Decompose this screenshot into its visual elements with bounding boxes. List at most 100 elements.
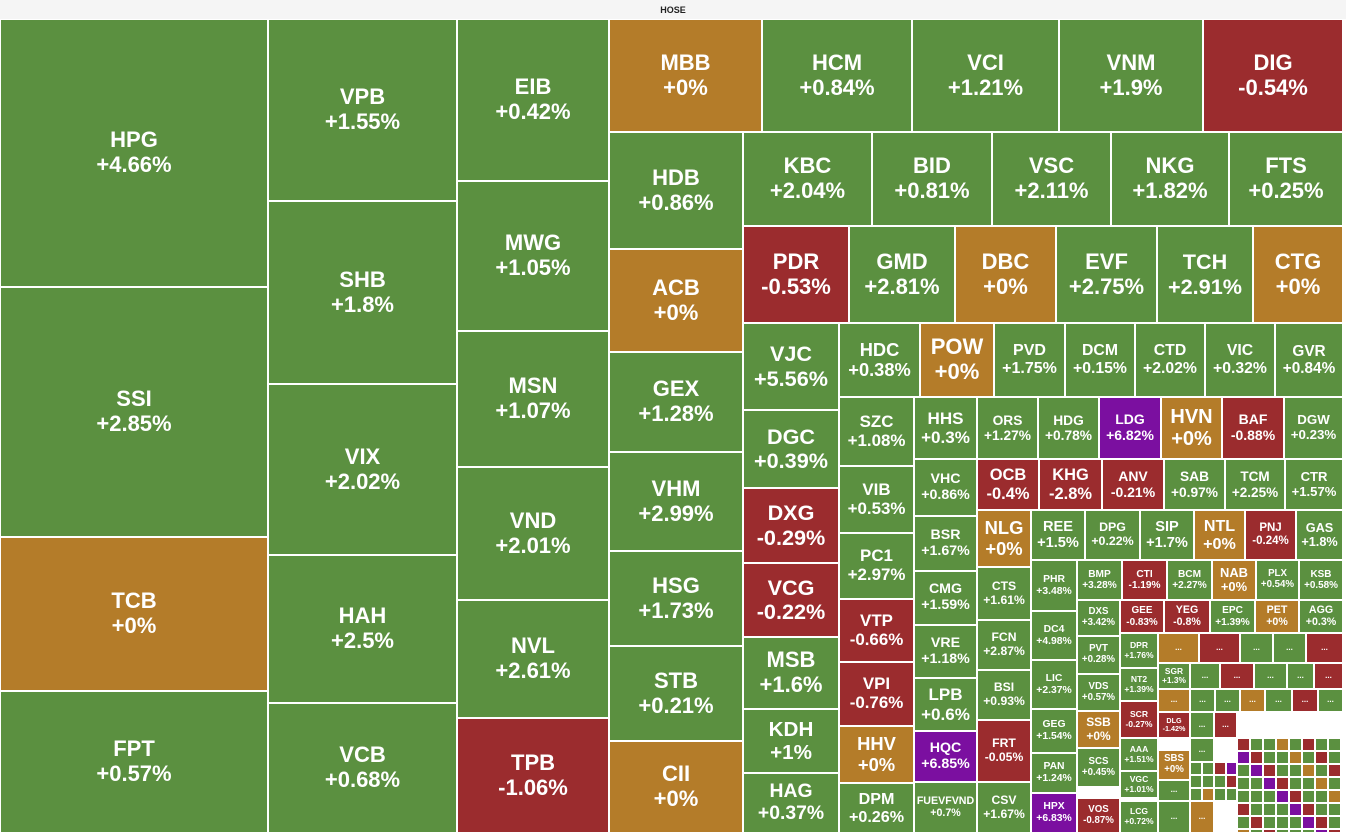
- tile-gas[interactable]: GAS +1.8%: [1296, 510, 1343, 560]
- tile-mini[interactable]: [1302, 751, 1315, 764]
- tile-mini[interactable]: [1328, 816, 1341, 829]
- tile-mini[interactable]: [1214, 762, 1226, 775]
- tile-cii[interactable]: CII +0%: [609, 741, 743, 833]
- tile-more[interactable]: ...: [1265, 689, 1292, 712]
- tile-mini[interactable]: [1341, 829, 1343, 833]
- tile-mini[interactable]: [1237, 738, 1250, 751]
- tile-dxg[interactable]: DXG -0.29%: [743, 488, 839, 563]
- tile-vds[interactable]: VDS +0.57%: [1077, 674, 1120, 711]
- tile-ree[interactable]: REE +1.5%: [1031, 510, 1085, 560]
- tile-vre[interactable]: VRE +1.18%: [914, 625, 977, 678]
- tile-ksb[interactable]: KSB +0.58%: [1299, 560, 1343, 600]
- tile-ldg[interactable]: LDG +6.82%: [1099, 397, 1161, 459]
- tile-csv[interactable]: CSV +1.67%: [977, 782, 1031, 833]
- tile-fts[interactable]: FTS +0.25%: [1229, 132, 1343, 226]
- tile-mini[interactable]: [1289, 764, 1302, 777]
- tile-ctd[interactable]: CTD +2.02%: [1135, 323, 1205, 397]
- tile-nkg[interactable]: NKG +1.82%: [1111, 132, 1229, 226]
- tile-vcb[interactable]: VCB +0.68%: [268, 703, 457, 833]
- tile-mini[interactable]: [1250, 829, 1263, 833]
- tile-plx[interactable]: PLX +0.54%: [1256, 560, 1299, 600]
- tile-mini[interactable]: [1237, 816, 1250, 829]
- tile-mini[interactable]: [1202, 762, 1214, 775]
- tile-mini[interactable]: [1250, 790, 1263, 803]
- tile-mini[interactable]: [1263, 738, 1276, 751]
- tile-mini[interactable]: [1328, 764, 1341, 777]
- tile-mini[interactable]: [1341, 803, 1343, 816]
- tile-mini[interactable]: [1328, 829, 1341, 833]
- tile-mini[interactable]: [1341, 790, 1343, 803]
- tile-scr[interactable]: SCR -0.27%: [1120, 701, 1158, 738]
- tile-pdr[interactable]: PDR -0.53%: [743, 226, 849, 323]
- tile-gvr[interactable]: GVR +0.84%: [1275, 323, 1343, 397]
- tile-hdg[interactable]: HDG +0.78%: [1038, 397, 1099, 459]
- tile-mini[interactable]: [1226, 762, 1237, 775]
- tile-aaa[interactable]: AAA +1.51%: [1120, 738, 1158, 771]
- tile-bcm[interactable]: BCM +2.27%: [1167, 560, 1212, 600]
- tile-vos[interactable]: VOS -0.87%: [1077, 798, 1120, 833]
- tile-vcg[interactable]: VCG -0.22%: [743, 563, 839, 637]
- tile-kdh[interactable]: KDH +1%: [743, 709, 839, 773]
- tile-mini[interactable]: [1289, 738, 1302, 751]
- tile-mini[interactable]: [1276, 816, 1289, 829]
- tile-mini[interactable]: [1237, 790, 1250, 803]
- tile-more[interactable]: ...: [1220, 663, 1254, 689]
- tile-more[interactable]: ...: [1190, 689, 1215, 712]
- tile-hcm[interactable]: HCM +0.84%: [762, 19, 912, 132]
- tile-khg[interactable]: KHG -2.8%: [1039, 459, 1102, 510]
- tile-vsc[interactable]: VSC +2.11%: [992, 132, 1111, 226]
- tile-baf[interactable]: BAF -0.88%: [1222, 397, 1284, 459]
- tile-dxs[interactable]: DXS +3.42%: [1077, 600, 1120, 636]
- tile-mini[interactable]: [1302, 790, 1315, 803]
- tile-hah[interactable]: HAH +2.5%: [268, 555, 457, 703]
- tile-tpb[interactable]: TPB -1.06%: [457, 718, 609, 833]
- tile-mini[interactable]: [1276, 764, 1289, 777]
- tile-mini[interactable]: [1250, 751, 1263, 764]
- tile-dgw[interactable]: DGW +0.23%: [1284, 397, 1343, 459]
- tile-dlg[interactable]: DLG -1.42%: [1158, 712, 1190, 738]
- tile-more[interactable]: ...: [1190, 738, 1214, 762]
- tile-pvt[interactable]: PVT +0.28%: [1077, 636, 1120, 674]
- tile-mini[interactable]: [1328, 751, 1341, 764]
- tile-mini[interactable]: [1250, 764, 1263, 777]
- tile-mini[interactable]: [1315, 803, 1328, 816]
- tile-mini[interactable]: [1237, 803, 1250, 816]
- tile-more[interactable]: ...: [1158, 689, 1190, 712]
- tile-mini[interactable]: [1315, 751, 1328, 764]
- tile-stb[interactable]: STB +0.21%: [609, 646, 743, 741]
- tile-pc1[interactable]: PC1 +2.97%: [839, 533, 914, 599]
- tile-mini[interactable]: [1190, 775, 1202, 788]
- tile-mini[interactable]: [1202, 788, 1214, 801]
- tile-anv[interactable]: ANV -0.21%: [1102, 459, 1164, 510]
- tile-vic[interactable]: VIC +0.32%: [1205, 323, 1275, 397]
- tile-cti[interactable]: CTI -1.19%: [1122, 560, 1167, 600]
- tile-frt[interactable]: FRT -0.05%: [977, 720, 1031, 782]
- tile-pnj[interactable]: PNJ -0.24%: [1245, 510, 1296, 560]
- tile-ctg[interactable]: CTG +0%: [1253, 226, 1343, 323]
- tile-mini[interactable]: [1328, 790, 1341, 803]
- tile-hdb[interactable]: HDB +0.86%: [609, 132, 743, 249]
- tile-mini[interactable]: [1302, 829, 1315, 833]
- tile-mini[interactable]: [1250, 816, 1263, 829]
- tile-more[interactable]: ...: [1215, 689, 1240, 712]
- tile-vpi[interactable]: VPI -0.76%: [839, 662, 914, 726]
- tile-mini[interactable]: [1302, 816, 1315, 829]
- tile-hag[interactable]: HAG +0.37%: [743, 773, 839, 833]
- tile-fuevfvnd[interactable]: FUEVFVND +0.7%: [914, 782, 977, 833]
- tile-mini[interactable]: [1276, 829, 1289, 833]
- tile-sbs[interactable]: SBS +0%: [1158, 750, 1190, 780]
- tile-vjc[interactable]: VJC +5.56%: [743, 323, 839, 410]
- tile-mini[interactable]: [1263, 777, 1276, 790]
- tile-more[interactable]: ...: [1199, 633, 1240, 663]
- tile-ocb[interactable]: OCB -0.4%: [977, 459, 1039, 510]
- tile-dpm[interactable]: DPM +0.26%: [839, 783, 914, 833]
- tile-vgc[interactable]: VGC +1.01%: [1120, 771, 1158, 798]
- tile-hhv[interactable]: HHV +0%: [839, 726, 914, 783]
- tile-ors[interactable]: ORS +1.27%: [977, 397, 1038, 459]
- tile-mini[interactable]: [1190, 788, 1202, 801]
- tile-hqc[interactable]: HQC +6.85%: [914, 731, 977, 782]
- tile-msb[interactable]: MSB +1.6%: [743, 637, 839, 709]
- tile-dig[interactable]: DIG -0.54%: [1203, 19, 1343, 132]
- tile-bsi[interactable]: BSI +0.93%: [977, 670, 1031, 720]
- tile-mini[interactable]: [1226, 775, 1237, 788]
